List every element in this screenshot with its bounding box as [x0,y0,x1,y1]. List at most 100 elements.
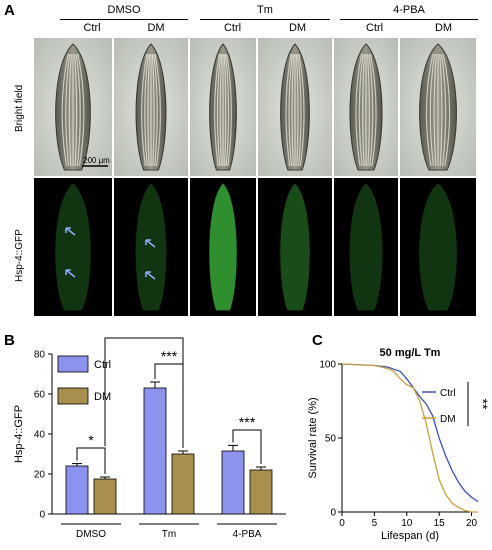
bar-dm-tm [171,453,195,515]
significance-label: * [151,334,157,338]
worm-stripe [151,53,155,167]
arrow-head [145,271,151,277]
survival-chart: 50 mg/L Tm 0 50 100 0 5 10 15 20 Lifespan (d) Surv… [307,347,491,542]
worm-stripe [368,53,374,167]
worm-stripe [224,53,230,167]
worm-stripe [74,53,78,167]
condition-label-dm: DM [434,22,453,34]
worm-stripe [147,53,151,167]
row-label-hsp4-gfp: Hsp-4::GFP [14,229,25,282]
worm-stripe [362,53,366,167]
panel-a-letter: A [4,2,15,19]
micrograph-grid: 200 μm [34,38,476,316]
gfp-image [400,178,476,316]
worm-stripe [216,53,222,167]
worm-stripe [295,53,299,167]
group-label-dmso: DMSO [107,4,141,16]
worm-stripe [219,53,223,167]
worm-stripe [153,53,158,167]
worm-stripe [144,53,149,167]
arrow-head [65,269,71,275]
row-label-bright-field: Bright field [14,84,25,132]
y-axis-label: Survival rate (%) [307,397,319,478]
significance-bracket [76,447,106,474]
arrow-head [145,239,151,245]
y-tick-label: 0 [39,510,45,521]
condition-label-dm: DM [147,22,165,34]
gfp-worm-bundle [280,183,310,311]
worm-stripe [65,53,71,167]
worm-stripe [297,53,302,167]
bar-dm-dmso [93,478,117,515]
x-tick-label: 20 [466,518,478,529]
x-tick-label: 10 [401,518,413,529]
legend-swatch [57,355,89,373]
gfp-worm-bundle [349,183,383,311]
group-label-tm: Tm [257,4,273,16]
gfp-worm-bundle [419,183,457,311]
arrow-head [65,227,71,233]
y-tick-label: 20 [34,470,46,481]
arrow-marker [145,271,156,280]
worm-stripe [433,53,437,167]
gfp-worm-bundle [135,183,167,311]
y-tick-label: 0 [330,508,336,519]
survival-line-dm [341,363,478,513]
worm-stripe [429,53,436,167]
x-tick-label: 15 [434,518,446,529]
panel-b-letter: B [4,332,15,349]
worm-stripe [440,53,447,167]
chart-title: 50 mg/L Tm [380,347,441,359]
worm-stripe [369,53,377,167]
legend-label: DM [440,414,456,425]
worm-stripe [77,53,85,167]
bar-ctrl-tm [143,387,167,515]
worm-stripe [355,53,363,167]
gfp-image [258,178,332,316]
y-tick-label: 100 [319,360,336,371]
gfp-image [334,178,398,316]
worm-stripe [141,53,148,167]
significance-label: ** [475,399,491,410]
gfp-worm-bundle [209,183,237,311]
significance-bracket [154,363,184,448]
significance-label: *** [161,348,178,364]
arrow-marker [65,227,76,236]
worm-stripe [298,53,305,167]
worm-stripe [61,53,69,167]
significance-bracket-between [104,337,184,446]
legend-label: Ctrl [440,388,456,399]
condition-label-ctrl: Ctrl [223,22,242,34]
legend-label: DM [94,391,111,403]
arrow-marker [145,239,156,248]
x-tick-label: 5 [372,518,378,529]
group-underline [340,19,478,20]
worm-stripe [288,53,293,167]
bar-ctrl-4-pba [221,450,245,515]
panel-c-letter: C [312,332,323,349]
significance-label: * [88,432,94,448]
worm-stripe [366,53,370,167]
gfp-image [34,178,112,316]
bar-ctrl-dmso [65,465,89,515]
worm-stripe [223,53,227,167]
worm-stripe [154,53,161,167]
scale-bar-label: 200 μm [83,156,110,165]
category-label: Tm [162,529,176,540]
worm-stripe [442,53,451,167]
condition-label-ctrl: Ctrl [83,22,101,34]
significance-bracket [232,429,262,464]
worm-stripe [425,53,434,167]
category-label: 4-PBA [233,529,262,540]
x-tick-label: 0 [339,518,345,529]
worm-stripe [75,53,81,167]
legend-label: Ctrl [94,359,111,371]
gfp-image [114,178,188,316]
y-axis-label: Hsp-4::GFP [13,405,25,463]
worm-stripe [214,53,220,167]
gfp-worm-bundle [55,183,91,311]
y-tick-label: 60 [34,390,46,401]
category-label: DMSO [76,529,106,540]
survival-line-ctrl [341,363,479,503]
